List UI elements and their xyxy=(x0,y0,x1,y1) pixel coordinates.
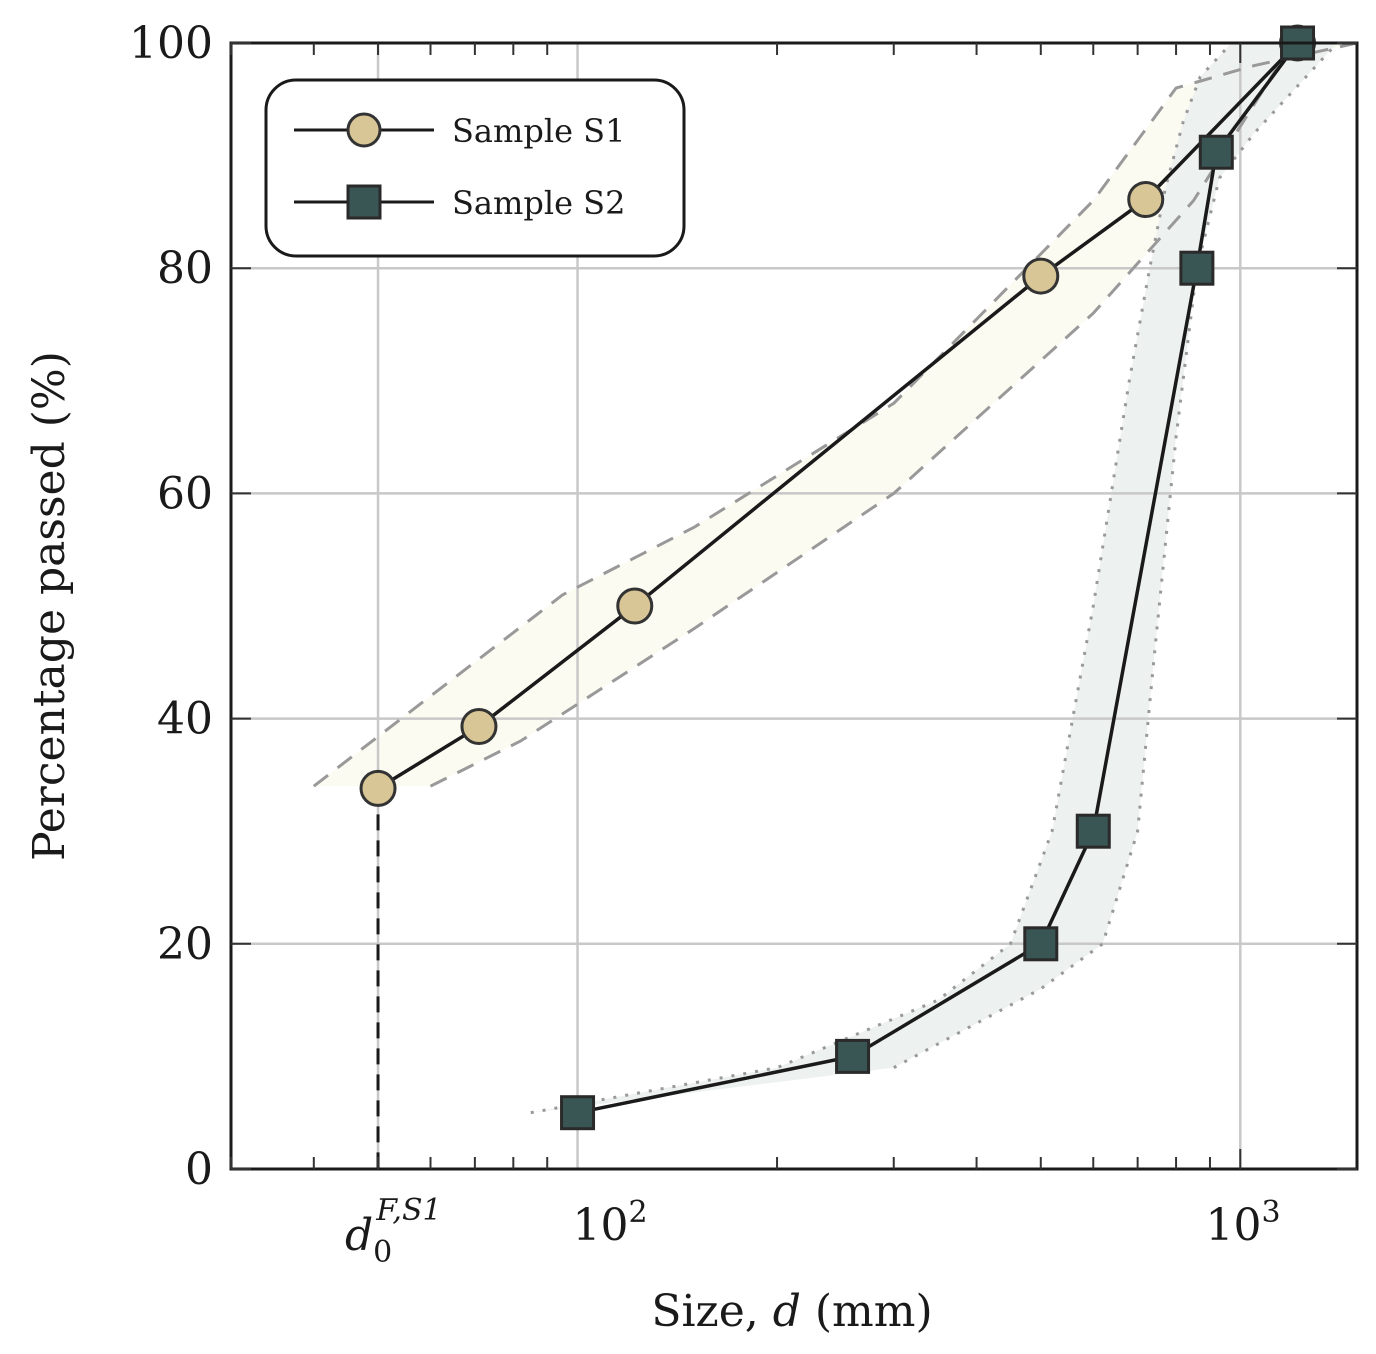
s1-point xyxy=(616,587,654,625)
y-tick-labels: 0 20 40 60 80 100 xyxy=(129,18,213,1195)
band-lower-2 xyxy=(893,43,1339,1069)
band-upper-2 xyxy=(530,43,1268,1115)
x-tick-label-1000: 103 xyxy=(1205,1195,1280,1251)
legend: Sample S1 Sample S2 xyxy=(264,78,686,258)
band-boundary-lines xyxy=(312,43,1357,1115)
s2-point xyxy=(1075,813,1111,849)
y-axis-title: Percentage passed (%) xyxy=(24,351,75,861)
series-line-1 xyxy=(377,41,1299,790)
axis-ticks xyxy=(230,42,1357,1170)
x-axis-title: Size, d (mm) xyxy=(651,1286,932,1337)
x-tick-label-100: 102 xyxy=(572,1195,647,1251)
legend-marker-s1 xyxy=(346,112,382,148)
legend-box xyxy=(264,78,686,258)
s1-point xyxy=(1127,181,1165,219)
s2-point xyxy=(560,1095,596,1131)
y-tick-label-100: 100 xyxy=(129,18,213,69)
y-tick-label-60: 60 xyxy=(157,468,213,519)
s1-point xyxy=(460,707,498,745)
band-1 xyxy=(313,43,1357,787)
y-tick-label-20: 20 xyxy=(157,919,213,970)
legend-marker-s2 xyxy=(346,184,382,220)
y-tick-label-40: 40 xyxy=(157,694,213,745)
s2-point xyxy=(1198,134,1234,170)
plot-frame xyxy=(229,41,1359,1171)
confidence-bands xyxy=(313,43,1357,1113)
legend-label-s2: Sample S2 xyxy=(452,184,625,222)
y-tick-label-0: 0 xyxy=(185,1144,213,1195)
band-upper-1 xyxy=(312,43,1357,788)
y-tick-label-80: 80 xyxy=(157,243,213,294)
s2-point xyxy=(1023,926,1059,962)
legend-label-s1: Sample S1 xyxy=(452,112,625,150)
band-lower-1 xyxy=(429,43,1295,788)
s1-point xyxy=(359,769,397,807)
x-tick-labels: 102 103 d0F,S1 xyxy=(345,1193,1281,1270)
series-markers xyxy=(359,24,1317,1131)
s2-point xyxy=(835,1038,871,1074)
s1-point xyxy=(1022,257,1060,295)
s2-point xyxy=(1179,250,1215,286)
x-marker-label: d0F,S1 xyxy=(345,1193,442,1270)
